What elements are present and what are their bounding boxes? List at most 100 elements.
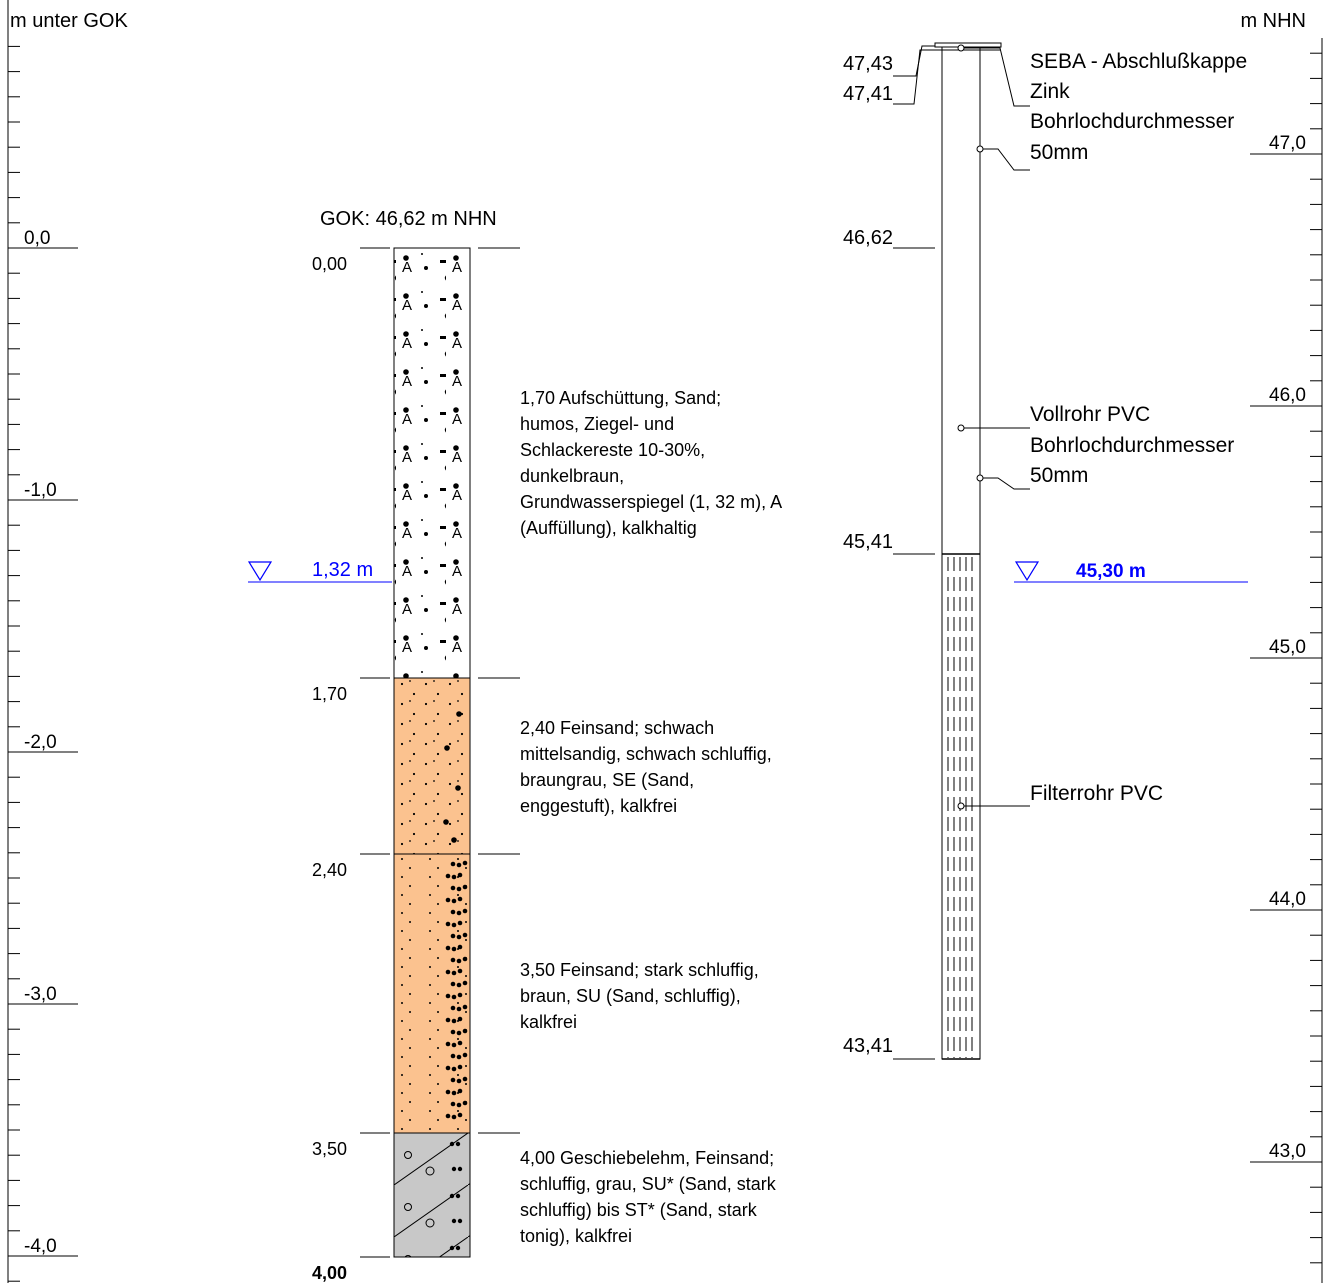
depth-mark-label: 0,00	[312, 254, 347, 274]
description-line: schluffig) bis ST* (Sand, stark	[520, 1200, 758, 1220]
right-axis-major-4: 43,0	[1250, 1141, 1322, 1163]
left-axis-label: -1,0	[24, 480, 57, 501]
description-line: mittelsandig, schwach schluffig,	[520, 744, 772, 764]
annotation-filter: Filterrohr PVC	[957, 782, 1163, 810]
depth-mark-1: 1,70	[312, 677, 520, 704]
well-annotations: SEBA - Abschlußkappe Zink Bohrlochdurchm…	[957, 44, 1247, 810]
description-line: braun, SU (Sand, schluffig),	[520, 986, 741, 1006]
elevation-label: 47,41	[843, 83, 893, 105]
well-cap	[934, 42, 1002, 48]
silt-clump	[450, 1076, 468, 1084]
silt-clump	[445, 1112, 463, 1120]
description-line: 4,00 Geschiebelehm, Feinsand;	[520, 1148, 774, 1168]
right-axis-label: 43,0	[1269, 1141, 1306, 1162]
annotation-line: Vollrohr PVC	[1030, 403, 1150, 426]
right-axis-major-3: 44,0	[1250, 889, 1322, 911]
depth-mark-label: 2,40	[312, 860, 347, 880]
right-axis-minor-ticks	[1310, 52, 1322, 1264]
silt-clump	[445, 920, 463, 928]
layer-fine-sand-pattern	[394, 678, 470, 854]
silt-clump	[445, 896, 463, 904]
silt-clump	[450, 1100, 468, 1108]
silty-sand-symbols	[445, 860, 468, 1120]
annotation-line: 50mm	[1030, 464, 1088, 487]
left-axis-title: m unter GOK	[10, 10, 128, 32]
description-line: 2,40 Feinsand; schwach	[520, 718, 714, 738]
description-line: Schlackereste 10-30%,	[520, 440, 705, 460]
silt-clump	[445, 1088, 463, 1096]
gok-label: GOK: 46,62 m NHN	[320, 208, 497, 230]
depth-mark-0: 0,00	[312, 247, 520, 274]
groundwater-elevation-label: 45,30 m	[1076, 561, 1146, 582]
elevation-label: 46,62	[843, 227, 893, 249]
silt-clump	[450, 908, 468, 916]
silt-clump	[445, 968, 463, 976]
annotation-line: Zink	[1030, 80, 1070, 103]
silt-clump	[445, 1040, 463, 1048]
depth-mark-2: 2,40	[312, 853, 520, 880]
left-axis-major-4: -4,0	[8, 1236, 78, 1257]
annotation-borehole-mid: Bohrlochdurchmesser 50mm	[976, 434, 1234, 490]
silt-clump	[450, 956, 468, 964]
depth-mark-label: 4,00	[312, 1263, 347, 1283]
right-axis-label: 45,0	[1269, 637, 1306, 658]
silt-clump	[450, 1004, 468, 1012]
right-axis-label: 44,0	[1269, 889, 1306, 910]
layer-description-2: 2,40 Feinsand; schwach mittelsandig, sch…	[520, 718, 772, 816]
left-axis-label: -3,0	[24, 984, 57, 1005]
annotation-borehole-top: Bohrlochdurchmesser 50mm	[976, 110, 1234, 171]
silt-clump	[445, 1016, 463, 1024]
annotation-line: 50mm	[1030, 141, 1088, 164]
left-depth-axis: m unter GOK 0,0 -1,0 -2,0 -3,0 -4,0	[7, 0, 128, 1283]
description-line: schluffig, grau, SU* (Sand, stark	[520, 1174, 777, 1194]
elevation-label: 43,41	[843, 1035, 893, 1057]
silt-clump	[445, 1064, 463, 1072]
layer-description-3: 3,50 Feinsand; stark schluffig, braun, S…	[520, 960, 759, 1032]
left-axis-major-0: 0,0	[8, 228, 78, 249]
depth-mark-3: 3,50	[312, 1132, 520, 1159]
left-axis-label: 0,0	[24, 228, 50, 249]
elevation-47-41: 47,41	[843, 49, 935, 105]
depth-mark-label: 3,50	[312, 1139, 347, 1159]
annotation-line: Bohrlochdurchmesser	[1030, 110, 1234, 133]
silt-clump	[450, 884, 468, 892]
description-line: Grundwasserspiegel (1, 32 m), A	[520, 492, 782, 512]
description-line: dunkelbraun,	[520, 466, 624, 486]
left-axis-major-1: -1,0	[8, 480, 78, 501]
fine-sand-symbols	[443, 711, 462, 843]
silt-clump	[450, 1052, 468, 1060]
depth-mark-4: 4,00	[312, 1256, 390, 1283]
description-line: humos, Ziegel- und	[520, 414, 674, 434]
right-axis-title: m NHN	[1240, 10, 1306, 32]
silt-clump	[450, 1028, 468, 1036]
left-axis-label: -2,0	[24, 732, 57, 753]
right-axis-major-0: 47,0	[1250, 133, 1322, 155]
well-construction	[934, 42, 1002, 1060]
left-axis-minor-ticks	[8, 45, 20, 1282]
left-axis-major-3: -3,0	[8, 984, 78, 1005]
description-line: (Auffüllung), kalkhaltig	[520, 518, 697, 538]
layer-silty-sand-pattern	[394, 854, 470, 1133]
description-line: tonig), kalkfrei	[520, 1226, 632, 1246]
silt-clump	[450, 932, 468, 940]
elevation-label: 45,41	[843, 531, 893, 553]
groundwater-depth-label: 1,32 m	[312, 559, 373, 581]
annotation-casing: Vollrohr PVC	[957, 403, 1150, 432]
silt-clump	[445, 944, 463, 952]
right-axis-major-2: 45,0	[1250, 637, 1322, 659]
annotation-line: Filterrohr PVC	[1030, 782, 1163, 805]
silt-clump	[445, 872, 463, 880]
annotation-cap: SEBA - Abschlußkappe Zink	[957, 44, 1247, 107]
right-elevation-axis: m NHN 47,0 46,0 45,0 44,0 43,0	[1240, 10, 1323, 1283]
layer-till-pattern	[394, 1133, 470, 1257]
depth-marks: 0,00 1,70 2,40 3,50 4,00	[312, 247, 520, 1283]
water-table-icon	[1014, 561, 1040, 582]
description-line: 1,70 Aufschüttung, Sand;	[520, 388, 721, 408]
depth-mark-label: 1,70	[312, 684, 347, 704]
elevation-45-41: 45,41	[843, 531, 935, 555]
left-axis-label: -4,0	[24, 1236, 57, 1257]
annotation-line: Bohrlochdurchmesser	[1030, 434, 1234, 457]
elevation-label: 47,43	[843, 53, 893, 75]
right-axis-label: 46,0	[1269, 385, 1306, 406]
